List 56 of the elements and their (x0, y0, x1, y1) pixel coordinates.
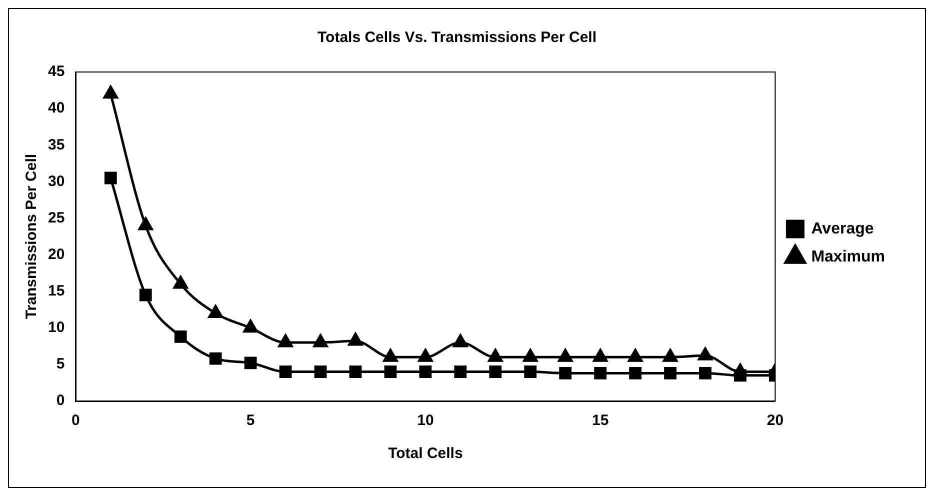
y-tick-label: 20 (48, 246, 65, 263)
point (174, 330, 187, 343)
point (629, 367, 642, 380)
point (173, 276, 188, 289)
point (419, 366, 432, 378)
y-axis-title: Transmissions Per Cell (23, 154, 40, 320)
x-axis-title: Total Cells (388, 445, 463, 462)
point (208, 305, 223, 318)
point (348, 332, 363, 346)
y-tick-label: 40 (48, 100, 65, 117)
point (523, 348, 538, 362)
point (594, 367, 607, 380)
point (593, 348, 608, 362)
point (313, 334, 328, 348)
point (384, 366, 397, 378)
point (244, 356, 257, 370)
point (524, 366, 537, 378)
y-tick-label: 25 (48, 209, 65, 226)
y-tick-label: 35 (48, 136, 65, 154)
x-tick-label: 20 (766, 412, 784, 430)
point (314, 366, 327, 378)
point (418, 348, 433, 362)
point (699, 367, 712, 380)
point (454, 366, 467, 378)
point (243, 320, 258, 333)
point (488, 348, 503, 362)
legend-label: Maximum (811, 248, 885, 266)
x-tick-label: 10 (417, 412, 434, 430)
legend-label: Average (811, 220, 874, 238)
point (734, 369, 746, 382)
y-tick-label: 45 (48, 63, 65, 80)
point (558, 348, 573, 362)
point (209, 352, 222, 365)
point (138, 217, 153, 230)
y-tick-label: 15 (48, 282, 65, 300)
point (279, 366, 292, 378)
point (698, 347, 713, 360)
point (662, 348, 678, 362)
y-tick-label: 30 (48, 172, 65, 190)
point (664, 367, 676, 380)
point (489, 366, 502, 378)
point (139, 288, 152, 302)
point (559, 367, 572, 380)
x-tick-label: 0 (72, 412, 80, 430)
point (349, 366, 362, 378)
point (453, 334, 468, 348)
point (278, 334, 293, 348)
x-tick-label: 15 (592, 412, 609, 430)
chart-title: Totals Cells Vs. Transmissions Per Cell (317, 29, 597, 46)
y-tick-label: 0 (56, 392, 65, 410)
point (628, 348, 643, 362)
y-tick-label: 10 (48, 319, 65, 336)
y-tick-label: 5 (56, 356, 65, 373)
point (383, 348, 398, 362)
point (103, 86, 118, 99)
x-tick-label: 5 (246, 412, 255, 430)
